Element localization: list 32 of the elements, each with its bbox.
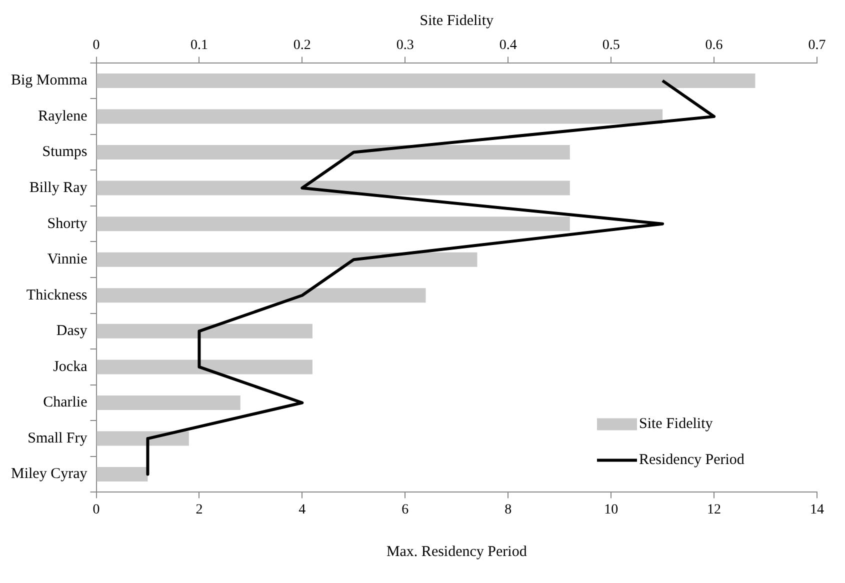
x2-tick-label: 0.4 [499, 38, 517, 54]
y-tick-label: Small Fry [28, 430, 88, 446]
y-tick-label: Charlie [43, 394, 88, 411]
y-tick-label: Billy Ray [29, 180, 88, 196]
y-tick-label: Jocka [53, 358, 88, 375]
y-tick-label: Big Momma [10, 72, 88, 89]
x2-tick-label: 0.3 [396, 38, 414, 54]
y-tick-label: Shorty [47, 216, 88, 232]
y-tick-label: Thickness [26, 287, 88, 304]
y-tick-label: Raylene [38, 108, 88, 124]
y-tick-label: Dasy [56, 323, 88, 340]
x-tick-label: 8 [504, 502, 512, 518]
x2-tick-label: 0.6 [705, 38, 723, 54]
x-tick-label: 10 [604, 502, 618, 518]
x-tick-label: 12 [707, 502, 722, 518]
x2-tick-label: 0.7 [808, 38, 826, 54]
legend-label: Residency Period [639, 452, 745, 468]
x-tick-label: 6 [402, 502, 409, 518]
x-tick-label: 2 [196, 502, 203, 518]
x2-tick-label: 0.5 [602, 38, 620, 54]
x2-tick-label: 0 [92, 38, 100, 54]
x-axis-title: Max. Residency Period [386, 544, 528, 560]
x-tick-label: 0 [92, 502, 100, 518]
y-tick-label: Miley Cyray [11, 466, 88, 482]
x-tick-label: 14 [810, 502, 824, 518]
y-tick-label: Vinnie [47, 252, 88, 268]
y-tick-label: Stumps [42, 144, 88, 160]
x2-tick-label: 0.1 [190, 38, 208, 54]
x2-tick-label: 0.2 [293, 38, 311, 54]
x2-axis-title: Site Fidelity [420, 12, 494, 29]
x-tick-label: 4 [298, 502, 306, 518]
legend-label: Site Fidelity [639, 416, 714, 432]
